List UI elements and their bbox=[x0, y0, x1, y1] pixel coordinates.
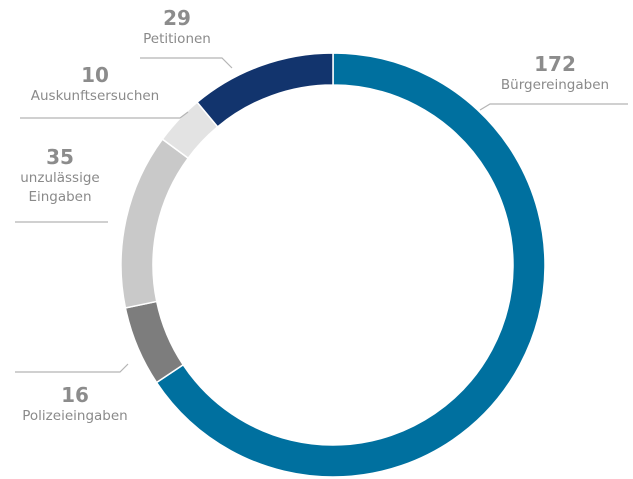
category-label: Polizeieingaben bbox=[22, 408, 128, 424]
value-label: 172 bbox=[534, 52, 576, 76]
leader-line bbox=[20, 111, 189, 119]
category-label: Bürgereingaben bbox=[500, 77, 610, 93]
category-label: Petitionen bbox=[143, 31, 211, 47]
value-label: 35 bbox=[46, 145, 74, 169]
category-label: unzulässige Eingaben bbox=[20, 170, 100, 205]
slice-label: 35 unzulässige Eingaben bbox=[15, 145, 105, 207]
slice bbox=[196, 52, 334, 128]
leader-line bbox=[479, 103, 628, 111]
category-label: Auskunftsersuchen bbox=[30, 88, 160, 104]
value-label: 10 bbox=[81, 63, 109, 87]
slice bbox=[155, 52, 546, 478]
leader-line bbox=[140, 57, 233, 69]
slice-label: 10 Auskunftsersuchen bbox=[10, 63, 180, 106]
slice-label: 172 Bürgereingaben bbox=[495, 52, 615, 95]
slice bbox=[120, 138, 190, 309]
slice bbox=[124, 300, 185, 384]
value-label: 29 bbox=[163, 6, 191, 30]
value-label: 16 bbox=[61, 383, 89, 407]
slice-label: 16 Polizeieingaben bbox=[5, 383, 145, 426]
slice-label: 29 Petitionen bbox=[117, 6, 237, 49]
leader-line bbox=[15, 363, 129, 373]
